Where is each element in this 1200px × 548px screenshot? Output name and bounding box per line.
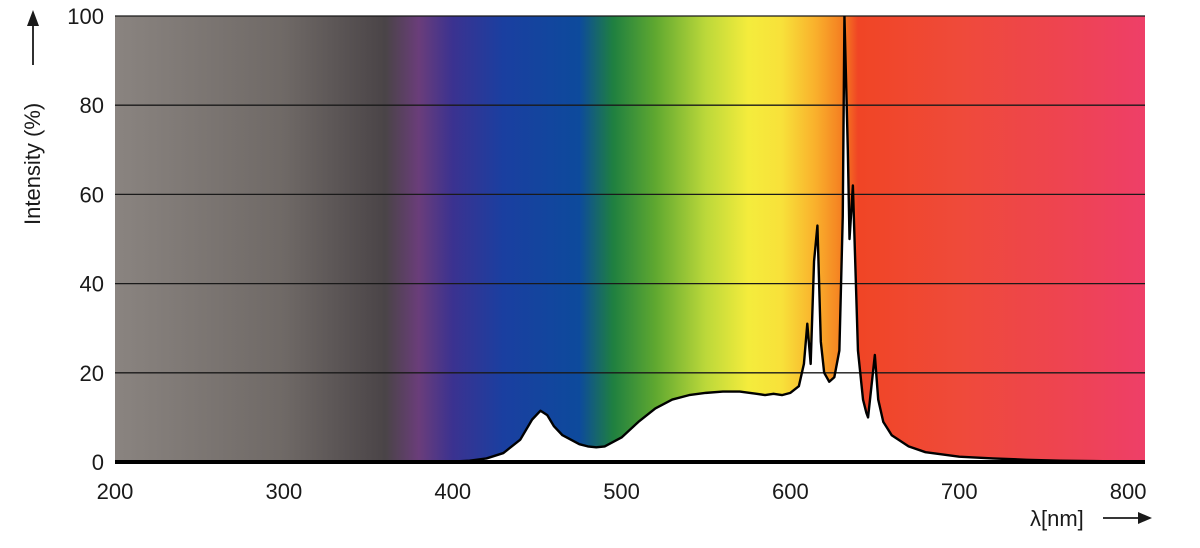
x-tick-600: 600	[772, 479, 809, 504]
y-axis-title-group: Intensity (%)	[20, 10, 45, 225]
x-tick-400: 400	[434, 479, 471, 504]
y-axis-title: Intensity (%)	[20, 103, 45, 225]
x-tick-700: 700	[941, 479, 978, 504]
y-tick-80: 80	[80, 93, 104, 118]
x-axis-arrow-icon	[1103, 512, 1152, 524]
y-tick-40: 40	[80, 272, 104, 297]
x-tick-500: 500	[603, 479, 640, 504]
y-tick-60: 60	[80, 182, 104, 207]
x-axis-title: λ[nm]	[1030, 506, 1084, 531]
x-tick-300: 300	[265, 479, 302, 504]
gridlines	[115, 15, 1145, 374]
x-tick-labels: 200 300 400 500 600 700 800	[97, 479, 1147, 504]
x-axis-title-group: λ[nm]	[1030, 506, 1152, 531]
y-tick-20: 20	[80, 361, 104, 386]
y-tick-0: 0	[92, 450, 104, 475]
y-axis-arrow-icon	[27, 10, 39, 65]
intensity-curve	[115, 16, 1145, 462]
spectrum-background	[115, 16, 1145, 462]
y-tick-100: 100	[67, 4, 104, 29]
y-tick-labels: 0 20 40 60 80 100	[67, 4, 104, 475]
x-tick-200: 200	[97, 479, 134, 504]
x-tick-800: 800	[1110, 479, 1147, 504]
